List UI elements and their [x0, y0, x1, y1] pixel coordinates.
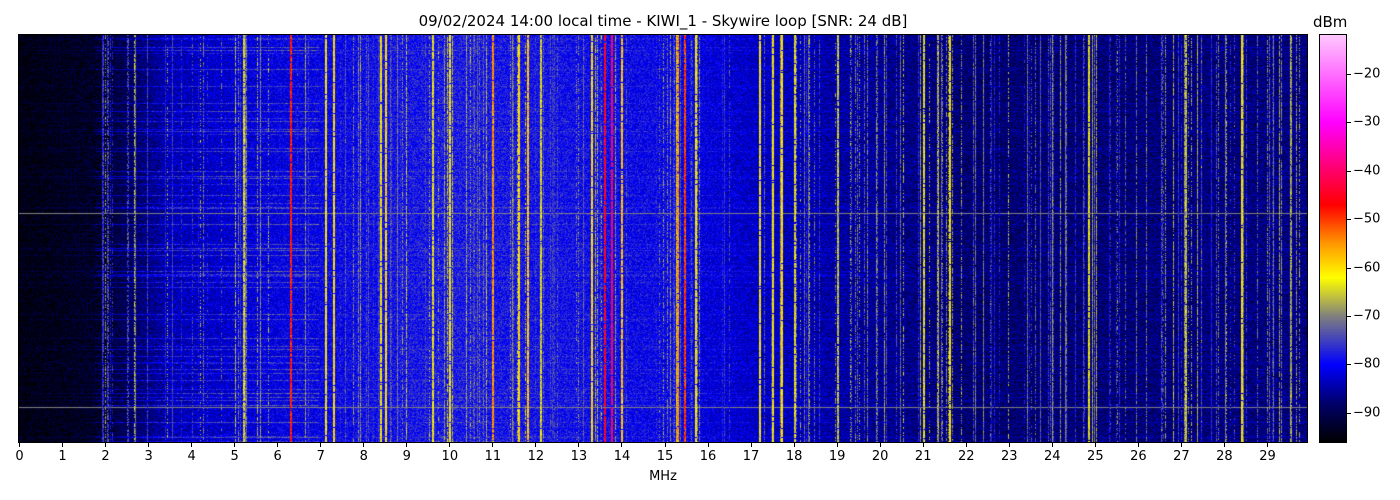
- x-tick-mark: [492, 442, 494, 447]
- x-tick-label: 22: [957, 449, 975, 464]
- colorbar-tick-mark: [1346, 122, 1351, 124]
- x-tick-label: 23: [1000, 449, 1018, 464]
- x-tick-mark: [879, 442, 881, 447]
- x-tick-mark: [664, 442, 666, 447]
- colorbar-tick-label: −30: [1353, 114, 1381, 130]
- x-tick-label: 21: [914, 449, 932, 464]
- x-tick-mark: [1051, 442, 1053, 447]
- colorbar-tick-label: −50: [1353, 211, 1381, 227]
- x-tick-label: 8: [359, 449, 368, 464]
- colorbar-tick-mark: [1346, 170, 1351, 172]
- x-tick-label: 28: [1216, 449, 1233, 464]
- x-tick-label: 10: [441, 449, 459, 464]
- x-tick-mark: [148, 442, 150, 447]
- x-tick-mark: [277, 442, 279, 447]
- x-tick-mark: [363, 442, 365, 447]
- x-tick-mark: [965, 442, 967, 447]
- x-tick-mark: [406, 442, 408, 447]
- x-tick-label: 19: [828, 449, 846, 464]
- x-tick-mark: [793, 442, 795, 447]
- colorbar-tick-label: −20: [1353, 66, 1381, 82]
- colorbar-label: dBm: [1313, 13, 1348, 31]
- x-tick-label: 13: [570, 449, 588, 464]
- colorbar-tick-label: −90: [1353, 405, 1381, 421]
- colorbar-tick-label: −40: [1353, 163, 1381, 179]
- x-tick-label: 7: [316, 449, 325, 464]
- x-tick-label: 17: [742, 449, 760, 464]
- x-tick-label: 29: [1259, 449, 1276, 464]
- x-tick-mark: [750, 442, 752, 447]
- x-tick-mark: [1137, 442, 1139, 447]
- spectrogram-heatmap: [19, 35, 1307, 442]
- x-tick-mark: [320, 442, 322, 447]
- x-tick-mark: [922, 442, 924, 447]
- x-tick-mark: [105, 442, 107, 447]
- x-tick-mark: [621, 442, 623, 447]
- x-tick-mark: [836, 442, 838, 447]
- x-tick-label: 9: [402, 449, 411, 464]
- x-tick-label: 4: [187, 449, 196, 464]
- colorbar-tick-label: −70: [1353, 308, 1381, 324]
- x-tick-mark: [1266, 442, 1268, 447]
- x-tick-label: 16: [699, 449, 717, 464]
- x-tick-label: 12: [527, 449, 545, 464]
- x-tick-label: 11: [484, 449, 502, 464]
- x-tick-label: 26: [1130, 449, 1147, 464]
- x-tick-label: 6: [273, 449, 282, 464]
- x-tick-mark: [535, 442, 537, 447]
- x-tick-mark: [234, 442, 236, 447]
- chart-title: 09/02/2024 14:00 local time - KIWI_1 - S…: [418, 12, 908, 30]
- colorbar-tick-mark: [1346, 73, 1351, 75]
- x-tick-mark: [1008, 442, 1010, 447]
- x-tick-mark: [449, 442, 451, 447]
- colorbar-tick-mark: [1346, 267, 1351, 269]
- x-tick-label: 20: [871, 449, 889, 464]
- x-tick-label: 2: [101, 449, 110, 464]
- x-tick-label: 14: [613, 449, 631, 464]
- x-tick-mark: [19, 442, 20, 447]
- colorbar-tick-mark: [1346, 364, 1351, 366]
- colorbar-tick-label: −80: [1353, 356, 1381, 372]
- x-tick-mark: [1180, 442, 1182, 447]
- x-tick-label: 3: [144, 449, 153, 464]
- x-tick-label: 27: [1173, 449, 1190, 464]
- colorbar-tick-mark: [1346, 219, 1351, 221]
- x-tick-mark: [191, 442, 193, 447]
- x-tick-label: 15: [656, 449, 674, 464]
- x-tick-label: 25: [1087, 449, 1104, 464]
- x-tick-label: 0: [15, 449, 24, 464]
- x-tick-mark: [707, 442, 709, 447]
- x-tick-label: 24: [1044, 449, 1061, 464]
- x-tick-label: 5: [230, 449, 239, 464]
- x-tick-mark: [578, 442, 580, 447]
- x-tick-label: 1: [58, 449, 67, 464]
- colorbar-tick-label: −60: [1353, 260, 1381, 276]
- colorbar: [1319, 34, 1347, 443]
- x-tick-mark: [1094, 442, 1096, 447]
- x-tick-label: 18: [785, 449, 803, 464]
- colorbar-tick-mark: [1346, 316, 1351, 318]
- x-axis-label: MHz: [649, 469, 677, 484]
- colorbar-tick-mark: [1346, 412, 1351, 414]
- x-tick-mark: [1223, 442, 1225, 447]
- x-tick-mark: [62, 442, 64, 447]
